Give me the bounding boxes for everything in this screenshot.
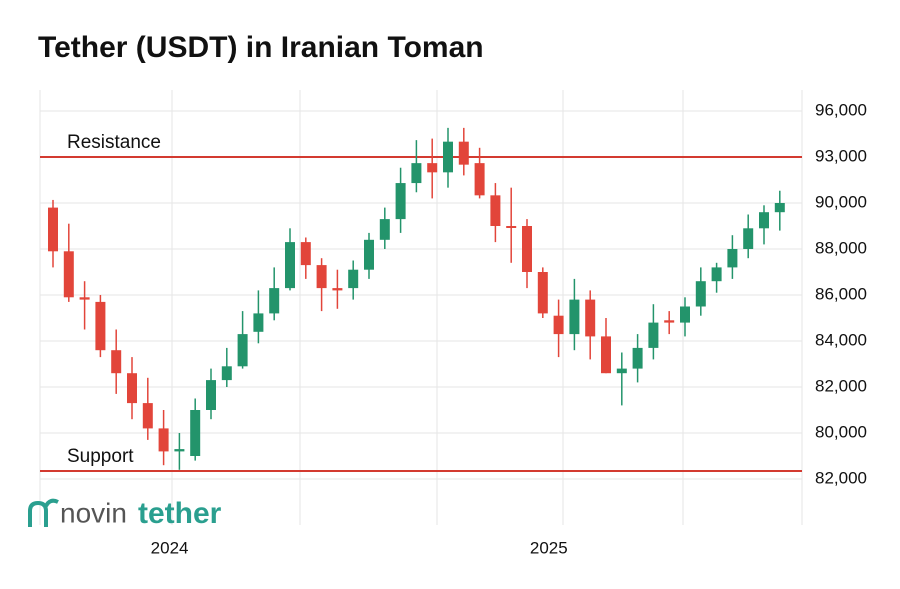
candle-body — [221, 366, 232, 381]
candle-body — [569, 299, 580, 335]
candle-body — [300, 242, 311, 266]
candle-body — [348, 269, 359, 289]
candle-body — [522, 226, 532, 272]
candle-body — [285, 242, 295, 289]
logo-icon — [28, 498, 59, 527]
y-tick-label: 80,000 — [815, 422, 867, 441]
candle-body — [48, 207, 58, 252]
candle-body — [585, 299, 596, 337]
y-tick-label: 82,000 — [815, 468, 867, 487]
candle-body — [332, 288, 343, 291]
candle-body — [316, 265, 327, 289]
candle-body — [364, 239, 374, 270]
candle-body — [490, 195, 501, 226]
logo: novin tether — [28, 497, 222, 530]
candle-body — [253, 313, 264, 332]
y-tick-label: 82,000 — [815, 376, 867, 395]
y-tick-label: 84,000 — [815, 330, 867, 349]
x-tick-label: 2024 — [151, 538, 189, 557]
candle-body — [711, 267, 722, 282]
candle-body — [474, 163, 485, 196]
candle-body — [174, 449, 185, 452]
candle-body — [680, 306, 690, 323]
annotation-label: Support — [67, 446, 134, 467]
annotation-label: Resistance — [67, 132, 161, 153]
candle-body — [395, 183, 406, 220]
candle-body — [142, 403, 153, 429]
candle-body — [158, 428, 169, 452]
candle-body — [111, 350, 122, 374]
candle-body — [616, 368, 627, 374]
candle-body — [411, 163, 422, 184]
candle-body — [458, 141, 469, 165]
candle-body — [774, 203, 785, 213]
candle-body — [379, 219, 390, 240]
candle-body — [553, 315, 564, 335]
y-tick-label: 93,000 — [815, 146, 867, 165]
y-tick-label: 86,000 — [815, 284, 867, 303]
candle-body — [759, 212, 769, 229]
candle-body — [269, 288, 280, 314]
candle-body — [190, 410, 201, 456]
candle-body — [95, 301, 106, 351]
candle-body — [443, 141, 453, 173]
candle-body — [601, 336, 611, 374]
candle-body — [664, 320, 675, 323]
logo-text: tether — [138, 497, 222, 530]
y-tick-label: 96,000 — [815, 100, 867, 119]
candle-body — [632, 347, 643, 369]
candle-body — [648, 322, 659, 348]
candle-body — [695, 281, 706, 307]
candle-body — [537, 272, 548, 314]
chart-title: Tether (USDT) in Iranian Toman — [38, 31, 484, 64]
candle-body — [79, 297, 90, 300]
candle-body — [727, 249, 738, 268]
candle-body — [506, 226, 517, 228]
candle-body — [206, 380, 216, 410]
candle-body — [237, 334, 248, 367]
y-tick-label: 90,000 — [815, 192, 867, 211]
candle-body — [743, 228, 754, 249]
candle-body — [427, 163, 438, 173]
candle-body — [63, 251, 74, 298]
x-tick-label: 2025 — [530, 538, 568, 557]
logo-text: novin — [60, 497, 127, 528]
candle-body — [127, 373, 137, 404]
y-tick-label: 88,000 — [815, 238, 867, 257]
